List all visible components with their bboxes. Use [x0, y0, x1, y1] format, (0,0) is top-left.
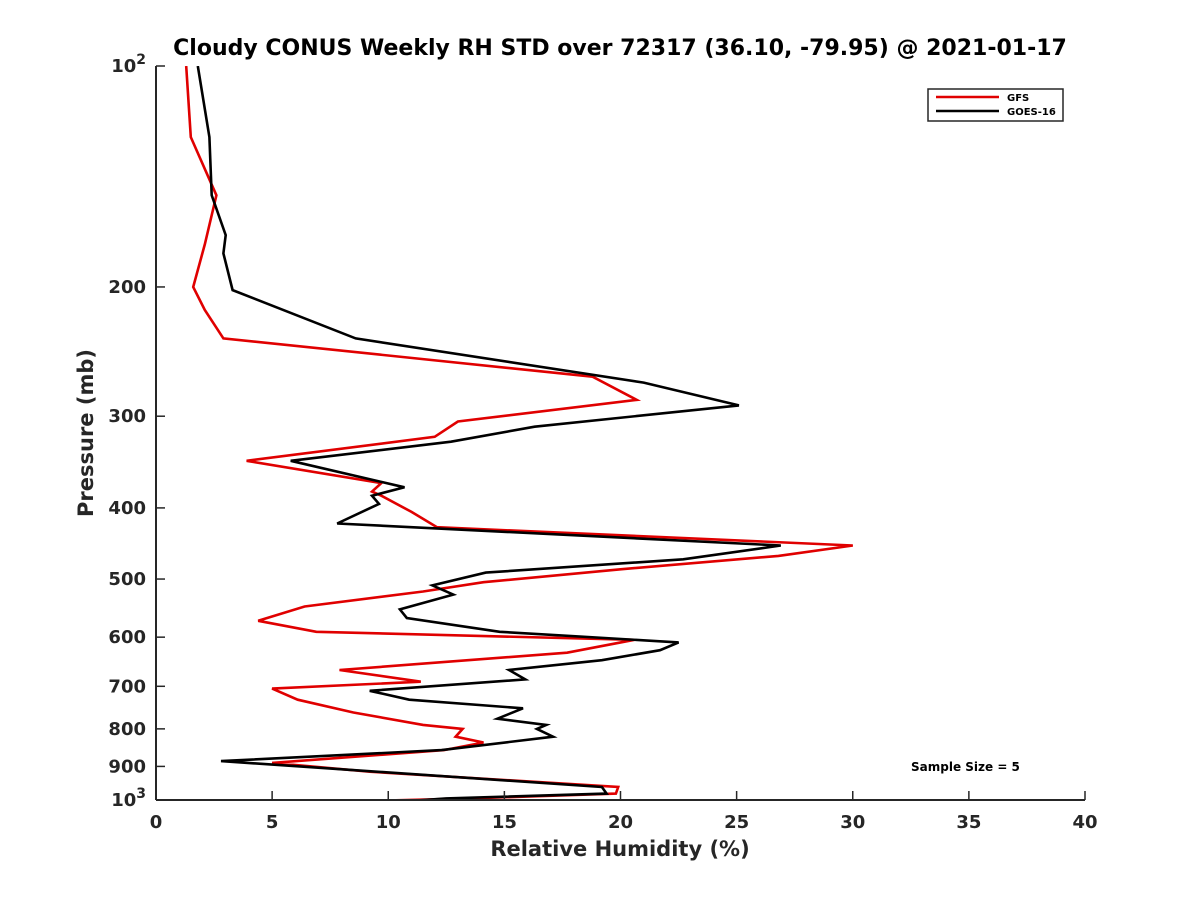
legend: GFS GOES-16 [927, 88, 1064, 122]
y-tick-label: 200 [108, 277, 146, 298]
y-tick-label: 500 [108, 569, 146, 590]
x-tick-label: 0 [150, 812, 163, 833]
x-tick-label: 25 [724, 812, 749, 833]
y-tick-label: 400 [108, 498, 146, 519]
legend-box [927, 88, 1064, 122]
x-tick-label: 35 [956, 812, 981, 833]
y-tick-label: 700 [108, 676, 146, 697]
y-tick-label: 900 [108, 756, 146, 777]
x-tick-label: 20 [608, 812, 633, 833]
legend-label-gfs: GFS [1007, 93, 1029, 104]
series-line-gfs [184, 66, 853, 800]
x-tick-label: 40 [1072, 812, 1097, 833]
legend-label-goes16: GOES-16 [1007, 107, 1056, 118]
y-tick-label: 300 [108, 406, 146, 427]
sample-size-annotation: Sample Size = 5 [911, 760, 1020, 774]
y-tick-label: 600 [108, 627, 146, 648]
chart-title: Cloudy CONUS Weekly RH STD over 72317 (3… [173, 36, 1067, 61]
x-tick-label: 15 [492, 812, 517, 833]
x-tick-label: 30 [840, 812, 865, 833]
x-axis-ticks: 0 5 10 15 20 25 30 35 40 [150, 791, 1098, 833]
x-axis-title: Relative Humidity (%) [490, 837, 749, 861]
y-tick-label: 800 [108, 719, 146, 740]
x-tick-label: 5 [266, 812, 279, 833]
x-tick-label: 10 [376, 812, 401, 833]
y-tick-label: 102 [111, 52, 146, 77]
series-layer [184, 66, 853, 800]
y-axis-title: Pressure (mb) [74, 349, 98, 517]
series-line-goes16 [196, 66, 781, 800]
